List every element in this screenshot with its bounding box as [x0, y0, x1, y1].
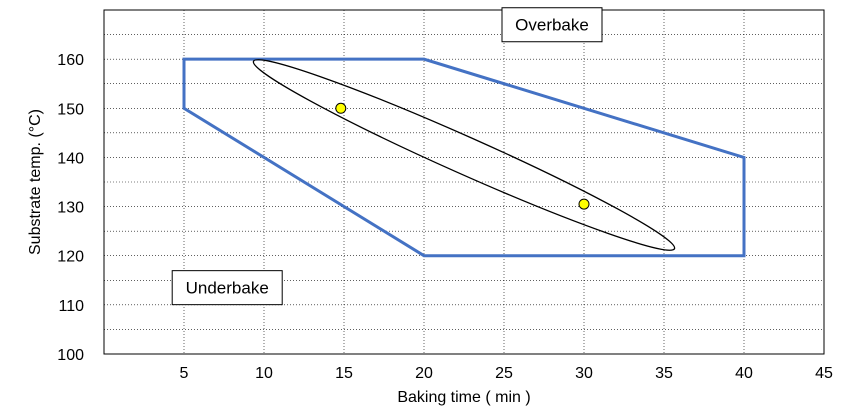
y-tick-label: 140: [57, 150, 84, 167]
annotation-label: Underbake: [186, 279, 269, 298]
x-tick-label: 30: [575, 365, 593, 382]
y-tick-label: 100: [57, 347, 84, 364]
x-tick-labels: 5 10 15 20 25 30 35 40 45: [180, 365, 833, 382]
annotations: Overbake Underbake: [171, 7, 603, 306]
x-tick-label: 35: [655, 365, 673, 382]
optimum-ellipse: [252, 59, 676, 251]
x-axis-label: Baking time ( min ): [397, 389, 530, 406]
data-point: [335, 102, 347, 114]
y-tick-label: 130: [57, 200, 84, 217]
y-axis-label: Substrate temp. (°C): [27, 109, 44, 255]
data-point: [578, 198, 590, 210]
x-tick-label: 25: [495, 365, 513, 382]
annotation-box: [501, 7, 603, 43]
y-tick-labels: 100 110 120 130 140 150 160: [57, 52, 84, 364]
y-tick-label: 160: [57, 52, 84, 69]
data-points: [335, 102, 590, 210]
x-tick-label: 20: [415, 365, 433, 382]
y-tick-label: 110: [58, 298, 84, 315]
x-tick-label: 40: [735, 365, 753, 382]
x-tick-label: 10: [255, 365, 273, 382]
x-tick-label: 5: [180, 365, 189, 382]
annotation-box: [171, 270, 283, 306]
process-window-polygon: [182, 57, 746, 258]
x-tick-label: 15: [335, 365, 353, 382]
y-tick-label: 150: [57, 101, 84, 118]
annotation-label: Overbake: [515, 16, 589, 35]
x-tick-label: 45: [815, 365, 833, 382]
y-tick-label: 120: [57, 249, 84, 266]
